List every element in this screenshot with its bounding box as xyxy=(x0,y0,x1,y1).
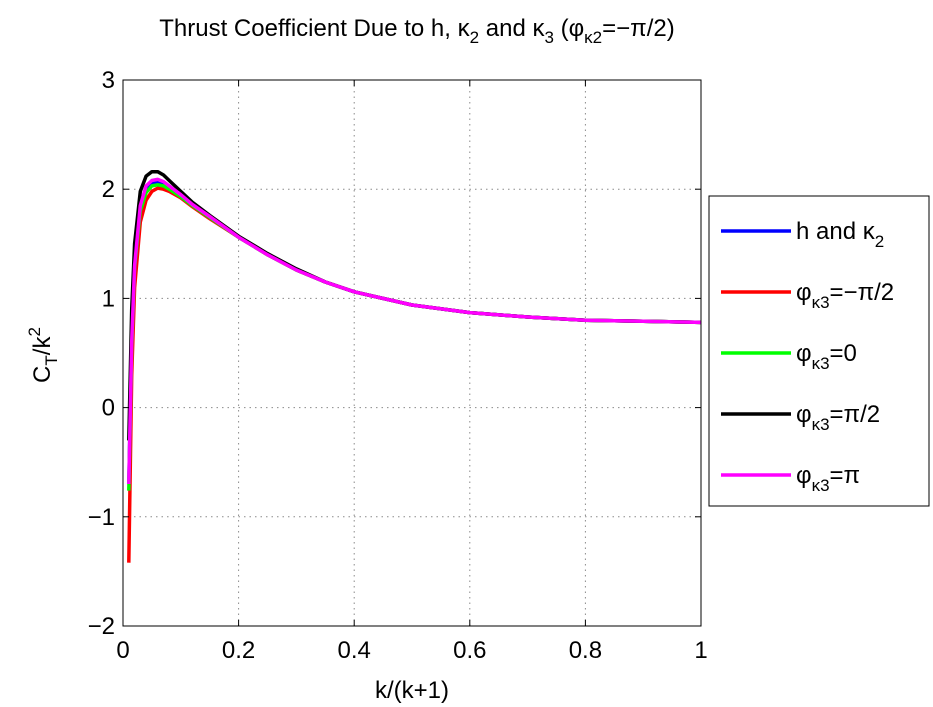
y-tick-label: 1 xyxy=(102,285,115,312)
y-tick-label: −2 xyxy=(88,613,115,640)
plot-area xyxy=(123,80,701,626)
legend-label-2: φκ3=−π/2 xyxy=(796,279,894,312)
plot-frame xyxy=(122,79,702,627)
ticks xyxy=(122,79,702,627)
x-tick-label: 1 xyxy=(694,637,707,664)
legend-label-4: φκ3=π/2 xyxy=(796,401,880,434)
y-tick-label: 3 xyxy=(102,67,115,94)
x-tick-label: 0 xyxy=(116,637,129,664)
y-axis-label: CT/k2 xyxy=(25,327,61,383)
x-tick-label: 0.2 xyxy=(222,637,255,664)
x-tick-label: 0.6 xyxy=(453,637,486,664)
x-axis-label: k/(k+1) xyxy=(375,677,449,704)
legend-items: h and κ2 φκ3=−π/2 φκ3=0 φκ3=π/2 φκ3=π xyxy=(721,218,894,495)
y-tick-label: 0 xyxy=(102,395,115,422)
series-group xyxy=(127,169,702,563)
x-tick-label: 0.4 xyxy=(338,637,371,664)
y-tick-label: −1 xyxy=(88,504,115,531)
tick-labels: 0 0.2 0.4 0.6 0.8 1 −2 −1 0 1 2 3 xyxy=(88,67,708,664)
series-line-5 xyxy=(127,177,702,485)
legend-label-3: φκ3=0 xyxy=(796,340,857,373)
legend-label-1: h and κ2 xyxy=(796,218,884,251)
legend: h and κ2 φκ3=−π/2 φκ3=0 φκ3=π/2 φκ3=π xyxy=(708,195,930,507)
y-tick-label: 2 xyxy=(102,176,115,203)
chart-title: Thrust Coefficient Due to h, κ2 and κ3 (… xyxy=(159,15,675,47)
x-tick-label: 0.8 xyxy=(569,637,602,664)
legend-label-5: φκ3=π xyxy=(796,462,860,495)
legend-box xyxy=(708,195,930,507)
